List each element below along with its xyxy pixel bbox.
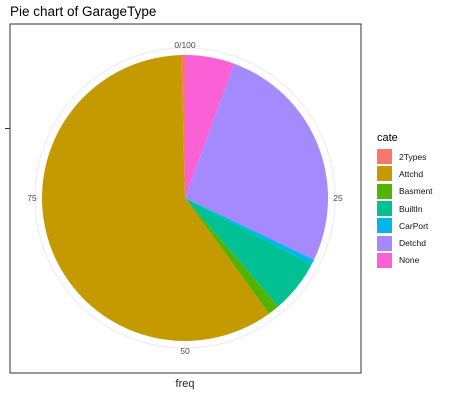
pie-slice-detchd	[185, 63, 329, 260]
legend-item-basment: Basment	[377, 183, 433, 200]
legend-label: Attchd	[399, 168, 424, 179]
legend-label: CarPort	[399, 220, 429, 231]
legend-item-attchd: Attchd	[377, 165, 433, 182]
legend-item-carport: CarPort	[377, 217, 433, 234]
legend-item-detchd: Detchd	[377, 234, 433, 251]
pie-slice-carport	[185, 198, 315, 265]
x-axis-label: freq	[175, 378, 195, 390]
radial-tick-label: 75	[27, 193, 37, 203]
pie-slices	[41, 55, 329, 342]
legend-key	[377, 252, 392, 268]
legend-item-none: None	[377, 252, 433, 269]
chart-title: Pie chart of GarageType	[10, 4, 157, 19]
legend-item-builtin: BuiltIn	[377, 200, 433, 217]
pie-slice-2types	[181, 55, 185, 198]
legend-label: None	[399, 255, 420, 266]
radial-tick-label: 50	[180, 346, 190, 356]
legend: cate 2Types Attchd Basment BuiltIn CarPort De…	[377, 132, 433, 269]
pie-slice-none	[185, 55, 235, 198]
legend-key	[377, 201, 392, 217]
pie-slice-builtin	[185, 198, 312, 307]
legend-label: Basment	[399, 186, 433, 197]
legend-items: 2Types Attchd Basment BuiltIn CarPort Detchd N…	[377, 148, 433, 269]
pie-chart: 0/100 25 50 75	[5, 23, 362, 374]
radial-tick-label: 0/100	[174, 40, 196, 50]
legend-key	[377, 183, 392, 199]
legend-title: cate	[377, 132, 398, 144]
pie-slice-attchd	[41, 55, 270, 342]
legend-label: 2Types	[399, 151, 427, 162]
legend-key	[377, 218, 392, 234]
radial-tick-label: 25	[333, 193, 343, 203]
legend-item-2types: 2Types	[377, 148, 433, 165]
legend-label: Detchd	[399, 238, 426, 249]
pie-slice-basment	[185, 198, 279, 314]
legend-label: BuiltIn	[399, 203, 423, 214]
radial-tick-labels: 0/100 25 50 75	[27, 40, 343, 356]
legend-key	[377, 235, 392, 251]
legend-key	[377, 166, 392, 182]
legend-key	[377, 149, 392, 165]
